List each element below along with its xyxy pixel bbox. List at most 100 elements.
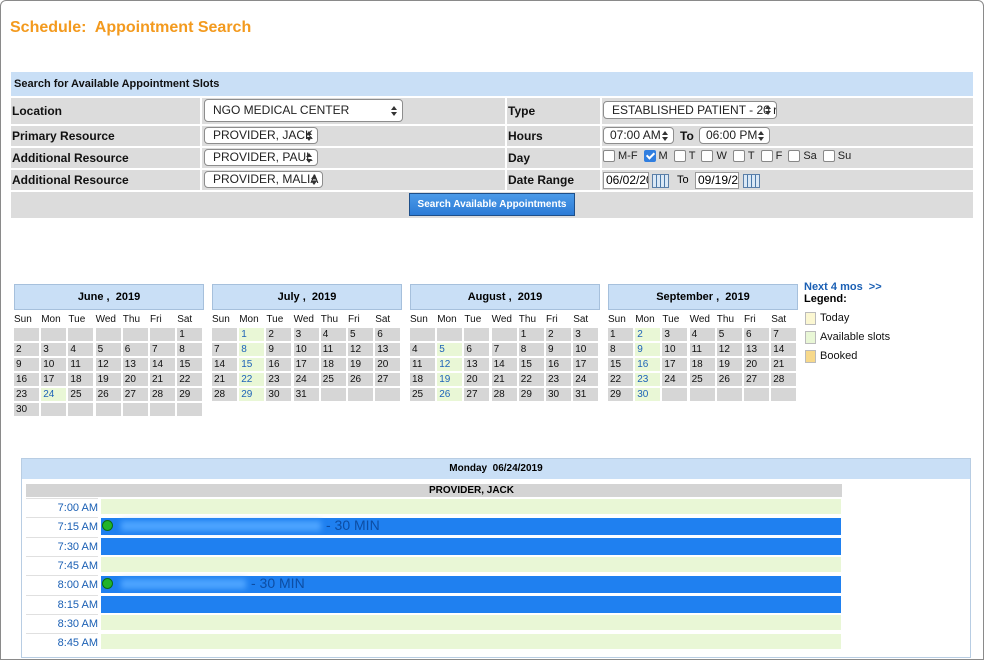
time-label: 8:45 AM xyxy=(26,633,98,652)
calendar-day: 29 xyxy=(608,388,633,401)
available-day[interactable]: 12 xyxy=(437,358,463,371)
available-slot[interactable] xyxy=(101,499,841,514)
resource-select[interactable]: PROVIDER, MALIA xyxy=(204,171,323,188)
form-row xyxy=(11,170,973,190)
resource-select[interactable]: PROVIDER, PAUL xyxy=(204,149,318,166)
available-day[interactable]: 16 xyxy=(635,358,661,371)
field-label: Date Range xyxy=(508,173,575,187)
day-option-label: Su xyxy=(837,150,852,162)
booked-slot[interactable]: - 30 MIN xyxy=(101,575,841,594)
calendar-day: 9 xyxy=(546,343,571,356)
calendar-day: 8 xyxy=(518,343,544,356)
day-option-label: F xyxy=(775,150,783,162)
next-months-link[interactable]: Next 4 mos >> xyxy=(804,281,882,293)
booked-slot[interactable] xyxy=(101,595,841,613)
page-title: Schedule: Appointment Search xyxy=(10,19,252,36)
calendar-day: 19 xyxy=(348,358,373,371)
patient-name-redacted xyxy=(121,521,321,532)
calendar-day: 22 xyxy=(608,373,633,386)
day-checkbox[interactable] xyxy=(673,150,686,162)
calendar-day: 27 xyxy=(122,388,148,401)
available-slot[interactable] xyxy=(101,614,841,630)
day-checkbox[interactable] xyxy=(788,150,801,162)
available-day[interactable]: 19 xyxy=(437,373,463,386)
weekday-label: Thu xyxy=(320,314,339,325)
date-from-input[interactable]: 06/02/20 xyxy=(603,172,649,189)
calendar-day xyxy=(375,388,401,401)
day-checkbox[interactable] xyxy=(760,150,773,162)
available-day[interactable]: 15 xyxy=(239,358,265,371)
calendar-day: 5 xyxy=(716,328,742,341)
calendar-icon[interactable] xyxy=(743,174,760,188)
available-day[interactable]: 29 xyxy=(239,388,265,401)
weekday-label: Tue xyxy=(662,314,680,325)
date-to-input[interactable]: 09/19/20 xyxy=(695,172,739,189)
calendar-day: 6 xyxy=(375,328,401,341)
resource-select[interactable]: PROVIDER, JACK xyxy=(204,127,318,144)
calendar-day: 2 xyxy=(546,328,571,341)
calendar-day: 4 xyxy=(320,328,346,341)
available-day[interactable]: 9 xyxy=(635,343,661,356)
calendar-day: 30 xyxy=(546,388,571,401)
time-label: 8:15 AM xyxy=(26,594,98,614)
hours-to-select[interactable]: 06:00 PM xyxy=(699,127,770,144)
calendar-day: 5 xyxy=(348,328,373,341)
field-label: Location xyxy=(12,104,62,118)
calendar-icon[interactable] xyxy=(652,174,669,188)
month-title: July , 2019 xyxy=(212,284,402,310)
booked-slot[interactable]: - 30 MIN xyxy=(101,517,841,536)
month-title: August , 2019 xyxy=(410,284,600,310)
calendar-day: 18 xyxy=(410,373,435,386)
calendar-day xyxy=(464,328,490,341)
calendar-day: 20 xyxy=(464,373,490,386)
type-select[interactable]: ESTABLISHED PATIENT - 20 r xyxy=(603,101,777,119)
legend-title: Legend: xyxy=(804,293,847,305)
calendar-day: 7 xyxy=(150,343,175,356)
calendar-day: 19 xyxy=(716,358,742,371)
calendar-day: 25 xyxy=(410,388,435,401)
day-checkbox[interactable] xyxy=(643,150,656,162)
day-checkbox[interactable] xyxy=(822,150,835,162)
calendar-day xyxy=(122,403,148,416)
weekday-label: Sun xyxy=(608,314,626,325)
available-day[interactable]: 1 xyxy=(239,328,265,341)
available-day[interactable]: 2 xyxy=(635,328,661,341)
location-select[interactable]: NGO MEDICAL CENTER xyxy=(204,99,403,122)
weekday-label: Sat xyxy=(177,314,193,325)
calendar-day xyxy=(491,328,517,341)
calendar-day: 18 xyxy=(320,358,346,371)
available-day[interactable]: 5 xyxy=(437,343,463,356)
available-slot[interactable] xyxy=(101,634,841,650)
available-day[interactable]: 23 xyxy=(635,373,661,386)
day-checkbox[interactable] xyxy=(603,150,615,162)
calendar-day: 2 xyxy=(14,343,39,356)
search-header xyxy=(11,72,973,96)
available-day[interactable]: 30 xyxy=(635,388,661,401)
weekday-label: Thu xyxy=(122,314,141,325)
available-day[interactable]: 24 xyxy=(41,388,67,401)
day-checkbox[interactable] xyxy=(701,150,714,162)
calendar-day: 30 xyxy=(266,388,292,401)
available-day[interactable]: 26 xyxy=(437,388,463,401)
calendar-day: 27 xyxy=(744,373,769,386)
calendar-day xyxy=(14,328,39,341)
calendar-day: 13 xyxy=(122,358,148,371)
calendar-day: 15 xyxy=(608,358,633,371)
time-label: 7:00 AM xyxy=(26,498,98,517)
weekday-label: Sat xyxy=(573,314,589,325)
booked-slot[interactable] xyxy=(101,537,841,555)
available-slot[interactable] xyxy=(101,556,841,572)
available-day[interactable]: 22 xyxy=(239,373,265,386)
search-button[interactable]: Search Available Appointments xyxy=(409,193,575,216)
available-day[interactable]: 8 xyxy=(239,343,265,356)
day-checkbox[interactable] xyxy=(732,150,745,162)
calendar-day: 9 xyxy=(14,358,39,371)
calendar-day: 28 xyxy=(212,388,237,401)
calendar-day: 18 xyxy=(68,373,94,386)
hours-from-select[interactable]: 07:00 AM xyxy=(603,127,674,144)
calendar-day: 23 xyxy=(14,388,39,401)
weekday-label: Tue xyxy=(266,314,284,325)
day-options: M-F M T W T F Sa Su xyxy=(603,150,857,162)
calendar-day: 8 xyxy=(608,343,633,356)
provider-header: PROVIDER, JACK xyxy=(26,484,842,497)
